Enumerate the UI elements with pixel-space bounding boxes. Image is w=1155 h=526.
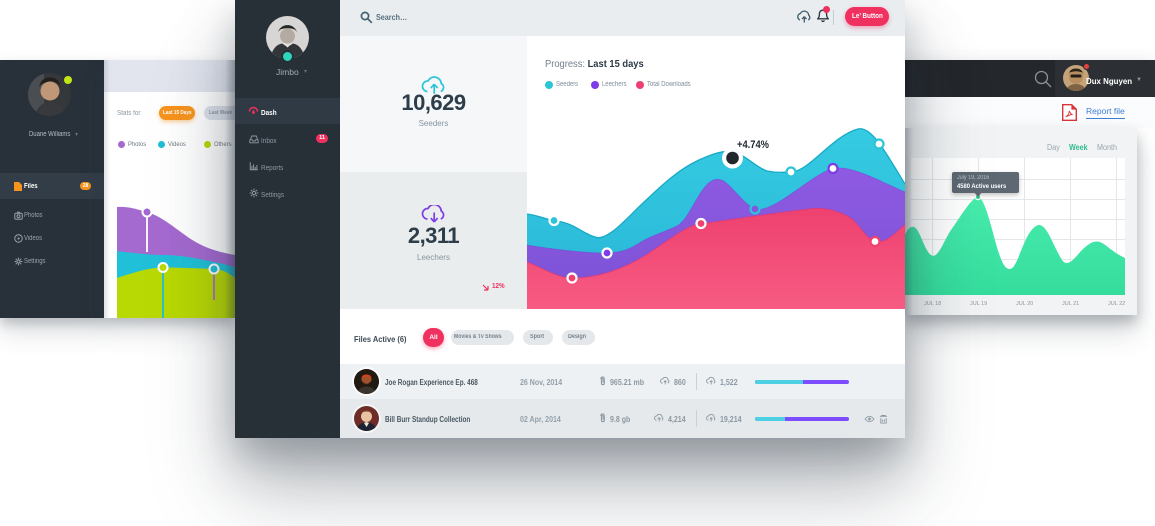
svg-text:+4.74%: +4.74% bbox=[737, 139, 769, 151]
